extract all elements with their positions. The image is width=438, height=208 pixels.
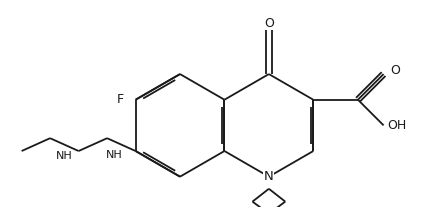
Text: F: F bbox=[117, 93, 124, 106]
Text: N: N bbox=[264, 170, 274, 183]
Text: NH: NH bbox=[56, 151, 73, 161]
Text: O: O bbox=[391, 64, 401, 77]
Text: O: O bbox=[264, 17, 274, 30]
Text: NH: NH bbox=[106, 150, 123, 160]
Text: OH: OH bbox=[387, 119, 406, 132]
